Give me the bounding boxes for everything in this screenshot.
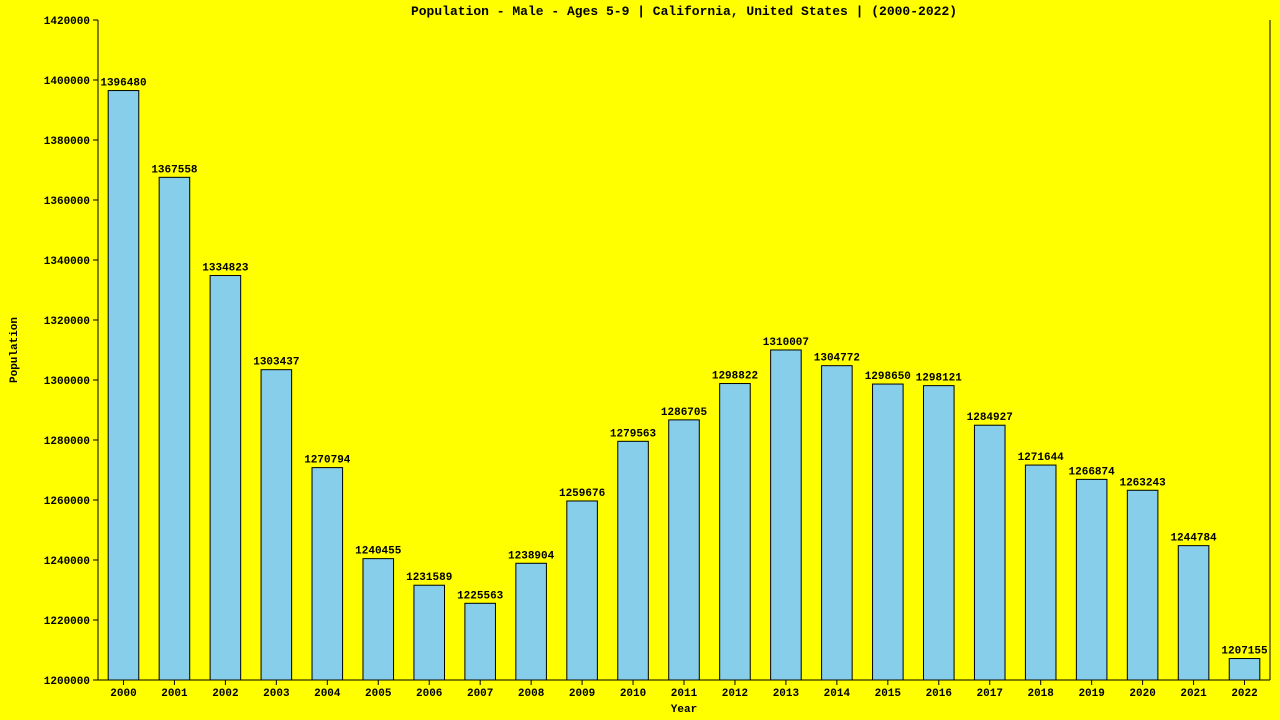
x-tick-label: 2017 — [977, 688, 1003, 700]
bar — [974, 425, 1005, 680]
bar — [1025, 465, 1056, 680]
bar-value-label: 1298650 — [865, 371, 911, 383]
y-tick-label: 1280000 — [44, 436, 90, 448]
bar — [1076, 479, 1107, 680]
bar — [312, 468, 343, 680]
bar-value-label: 1303437 — [253, 357, 299, 369]
bar — [720, 384, 751, 680]
x-axis-label: Year — [671, 704, 697, 716]
bar-value-label: 1298121 — [916, 373, 963, 385]
x-tick-label: 2002 — [212, 688, 238, 700]
x-tick-label: 2016 — [926, 688, 952, 700]
bar-value-label: 1367558 — [151, 164, 198, 176]
bar — [261, 370, 292, 680]
bar-value-label: 1244784 — [1170, 533, 1217, 545]
y-tick-label: 1260000 — [44, 496, 90, 508]
x-tick-label: 2013 — [773, 688, 800, 700]
bar-value-label: 1225563 — [457, 590, 504, 602]
chart-container: 1200000 1220000 1240000 1260000 1280000 13000… — [0, 0, 1280, 720]
x-tick-label: 2018 — [1027, 688, 1054, 700]
x-tick-label: 2007 — [467, 688, 493, 700]
x-tick-label: 2005 — [365, 688, 392, 700]
y-tick-label: 1360000 — [44, 196, 90, 208]
bar — [822, 366, 853, 680]
chart-title: Population - Male - Ages 5-9 | Californi… — [411, 4, 957, 19]
y-tick-label: 1240000 — [44, 556, 90, 568]
x-tick-label: 2011 — [671, 688, 698, 700]
bar-value-label: 1271644 — [1018, 452, 1065, 464]
bar — [771, 350, 802, 680]
chart-svg: 1200000 1220000 1240000 1260000 1280000 13000… — [0, 0, 1280, 720]
y-tick-label: 1200000 — [44, 676, 90, 688]
bar-value-label: 1231589 — [406, 572, 452, 584]
x-tick-label: 2014 — [824, 688, 851, 700]
bar — [159, 177, 190, 680]
x-tick-label: 2009 — [569, 688, 595, 700]
bar — [108, 91, 139, 680]
x-tick-label: 2001 — [161, 688, 188, 700]
bar-value-label: 1284927 — [967, 412, 1013, 424]
x-tick-label: 2008 — [518, 688, 545, 700]
bar — [618, 441, 649, 680]
x-tick-label: 2021 — [1180, 688, 1207, 700]
bar-value-label: 1238904 — [508, 550, 555, 562]
bar-value-label: 1304772 — [814, 353, 860, 365]
x-tick-label: 2003 — [263, 688, 290, 700]
bar — [363, 559, 394, 680]
y-tick-label: 1400000 — [44, 76, 90, 88]
bar-value-label: 1298822 — [712, 371, 758, 383]
bar — [873, 384, 904, 680]
y-tick-label: 1420000 — [44, 16, 90, 28]
bar-value-label: 1286705 — [661, 407, 708, 419]
x-tick-label: 2000 — [110, 688, 136, 700]
y-axis-label: Population — [9, 317, 21, 383]
bar — [669, 420, 700, 680]
x-tick-label: 2012 — [722, 688, 748, 700]
bar-value-label: 1270794 — [304, 455, 351, 467]
y-tick-label: 1300000 — [44, 376, 90, 388]
x-tick-label: 2006 — [416, 688, 442, 700]
y-tick-label: 1340000 — [44, 256, 90, 268]
bar — [1178, 546, 1209, 680]
bar-value-label: 1334823 — [202, 263, 249, 275]
bar — [567, 501, 598, 680]
bar — [1229, 659, 1260, 680]
x-tick-label: 2015 — [875, 688, 902, 700]
bar-value-label: 1263243 — [1119, 477, 1166, 489]
bar-value-label: 1310007 — [763, 337, 809, 349]
x-tick-label: 2010 — [620, 688, 646, 700]
bar-value-label: 1240455 — [355, 546, 402, 558]
y-tick-label: 1380000 — [44, 136, 90, 148]
x-tick-label: 2020 — [1129, 688, 1155, 700]
x-tick-label: 2019 — [1078, 688, 1104, 700]
bar-value-label: 1279563 — [610, 428, 657, 440]
bar — [414, 585, 445, 680]
bar — [1127, 490, 1158, 680]
y-tick-label: 1220000 — [44, 616, 90, 628]
x-tick-label: 2022 — [1231, 688, 1257, 700]
bar — [923, 386, 954, 680]
bar — [516, 563, 547, 680]
x-tick-label: 2004 — [314, 688, 341, 700]
bar-value-label: 1396480 — [100, 78, 146, 90]
bar — [210, 276, 241, 680]
bar-value-label: 1259676 — [559, 488, 605, 500]
bar — [465, 603, 496, 680]
y-tick-label: 1320000 — [44, 316, 90, 328]
bar-value-label: 1266874 — [1069, 466, 1116, 478]
bar-value-label: 1207155 — [1221, 646, 1268, 658]
